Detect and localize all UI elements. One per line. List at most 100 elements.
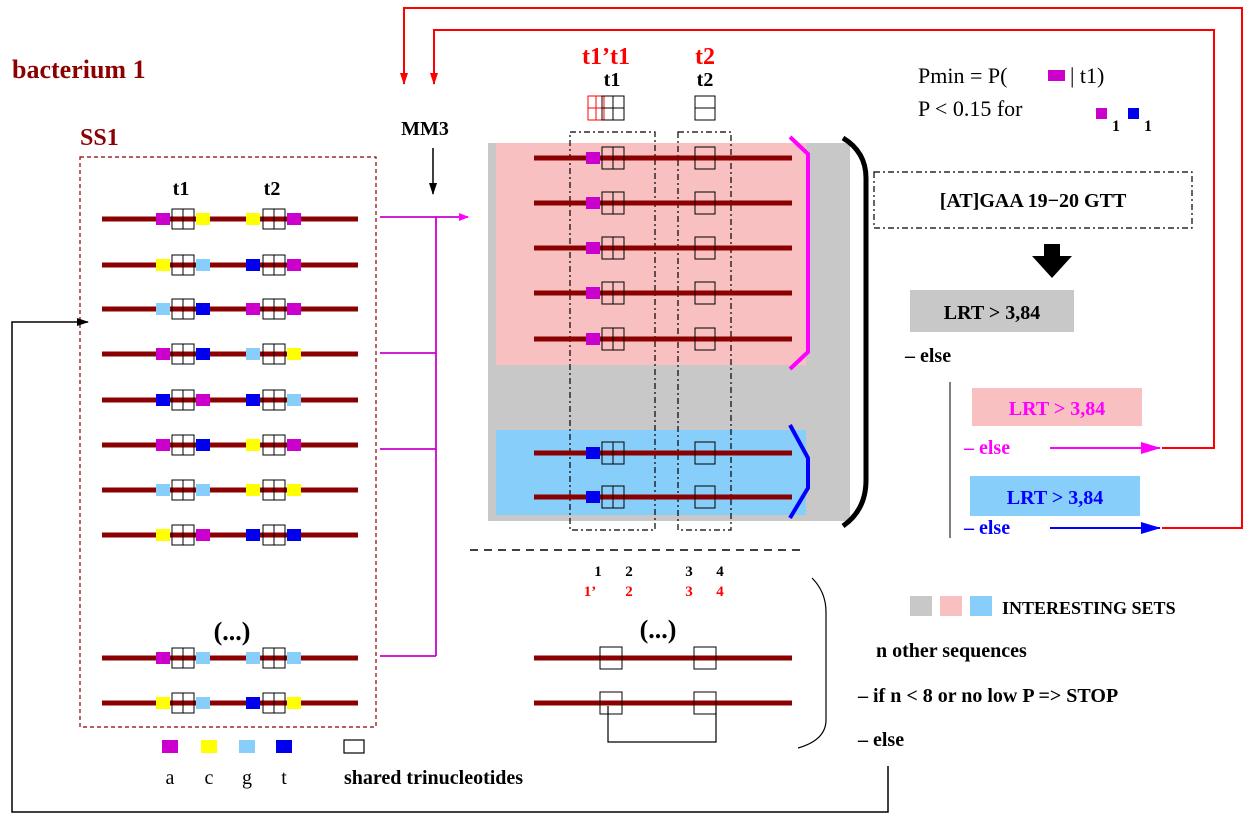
- shared-trinucleotide-legend-icon: [343, 739, 365, 754]
- nucleotide-c: [287, 484, 301, 496]
- pink-set-box: [496, 143, 806, 365]
- nucleotide-c: [287, 697, 301, 709]
- interesting-pink-swatch: [940, 596, 962, 616]
- middle-sequence-rows: [534, 146, 792, 509]
- lrt-pink-box: [972, 388, 1142, 426]
- legend-swatch-t: [276, 740, 292, 753]
- mm3-label: MM3: [401, 118, 449, 140]
- nucleotide-mark: [586, 152, 600, 164]
- p-t-subscript: 1: [1144, 118, 1152, 135]
- nucleotide-a: [287, 303, 301, 315]
- nucleotide-c: [196, 213, 210, 225]
- ss1-label: SS1: [80, 125, 119, 151]
- p-threshold-text: P < 0.15 for: [918, 96, 1023, 121]
- ss1-tail-row: [102, 692, 358, 714]
- shared-trinucleotides-label: shared trinucleotides: [344, 767, 523, 789]
- else-final: – else: [857, 729, 904, 751]
- nucleotide-t: [196, 348, 210, 360]
- other-sequence-row: [534, 691, 792, 715]
- header-trinucleotide-boxes: [587, 95, 716, 121]
- pmin-a-swatch: [1048, 70, 1065, 81]
- pink-set-row: [534, 146, 792, 170]
- ss1-row: [102, 479, 358, 501]
- pink-set-row: [534, 327, 792, 351]
- trinucleotide-box-t2: [694, 191, 716, 215]
- pos-3: 3: [685, 564, 693, 580]
- nucleotide-c: [287, 348, 301, 360]
- middle-ellipsis: (...): [640, 615, 677, 644]
- pos-3-red: 3: [685, 584, 693, 600]
- nucleotide-a: [287, 259, 301, 271]
- trinucleotide-box: [599, 646, 623, 670]
- nucleotide-g: [287, 652, 301, 664]
- legend-label-g: g: [242, 767, 252, 789]
- nucleotide-g: [156, 484, 170, 496]
- ss1-row: [102, 434, 358, 456]
- nucleotide-g: [196, 697, 210, 709]
- nucleotide-a: [287, 213, 301, 225]
- trinucleotide-box-t2: [694, 485, 716, 509]
- pos-1: 1: [594, 564, 602, 580]
- feedback-loops: [400, 7, 1243, 529]
- nucleotide-c: [246, 439, 260, 451]
- ss1-row: [102, 208, 358, 230]
- else-pink: – else: [963, 437, 1010, 459]
- lrt-blue-text: LRT > 3,84: [1007, 487, 1103, 509]
- nucleotide-c: [156, 259, 170, 271]
- nucleotide-t: [246, 259, 260, 271]
- lrt-gray-box: [910, 290, 1074, 332]
- else-blue: – else: [963, 517, 1010, 539]
- ss1-tail-row: [102, 647, 358, 669]
- blue-set-box: [496, 430, 806, 515]
- nucleotide-mark: [586, 197, 600, 209]
- nucleotide-t: [196, 303, 210, 315]
- nucleotide-g: [246, 652, 260, 664]
- ss1-box: [79, 156, 377, 728]
- nucleotide-g: [196, 652, 210, 664]
- other-sequence-row: [534, 646, 792, 670]
- down-arrow: [1032, 244, 1072, 278]
- pink-set-row: [534, 281, 792, 305]
- nucleotide-c: [246, 213, 260, 225]
- motif-box: [873, 171, 1193, 229]
- nucleotide-a: [246, 303, 260, 315]
- nucleotide-t: [246, 394, 260, 406]
- trinucleotide-box-t2: [694, 327, 716, 351]
- ss1-to-middle-connectors: [380, 213, 469, 657]
- motif-text: [AT]GAA 19−20 GTT: [940, 190, 1127, 212]
- nucleotide-g: [156, 303, 170, 315]
- n-other-sequences: n other sequences: [876, 640, 1027, 662]
- legend-label-t: t: [281, 767, 287, 789]
- pos-2: 2: [625, 564, 633, 580]
- t1-column-frame: [569, 131, 656, 531]
- p-t-swatch: [1128, 108, 1139, 119]
- trinucleotide-box-t2: [694, 281, 716, 305]
- interesting-gray-swatch: [910, 596, 932, 616]
- t2-header-black: t2: [697, 69, 714, 91]
- nucleotide-g: [196, 484, 210, 496]
- pink-set-row: [534, 191, 792, 215]
- nucleotide-t: [246, 697, 260, 709]
- pos-4: 4: [716, 564, 724, 580]
- lrt-pink-text: LRT > 3,84: [1009, 398, 1105, 420]
- nucleotide-g: [196, 259, 210, 271]
- interesting-blue-swatch: [970, 596, 992, 616]
- nucleotide-t: [246, 529, 260, 541]
- pmin-text: Pmin = P(: [918, 63, 1007, 88]
- lrt-blue-box: [970, 476, 1140, 516]
- trinucleotide-box: [693, 646, 717, 670]
- pink-bracket: [788, 135, 810, 371]
- other-bracket: [797, 577, 827, 749]
- pos-2-red: 2: [625, 584, 633, 600]
- t2-header-red: t2: [695, 44, 715, 70]
- pos-1prime-red: 1’: [584, 584, 597, 600]
- nucleotide-t: [196, 439, 210, 451]
- ss1-row: [102, 524, 358, 546]
- nucleotide-a: [156, 439, 170, 451]
- else-main: – else: [904, 345, 951, 367]
- ss1-t2-label: t2: [264, 178, 281, 200]
- interesting-sets-label: INTERESTING SETS: [1002, 598, 1176, 618]
- nucleotide-mark: [586, 333, 600, 345]
- blue-set-row: [534, 485, 792, 509]
- legend-swatch-g: [239, 740, 255, 753]
